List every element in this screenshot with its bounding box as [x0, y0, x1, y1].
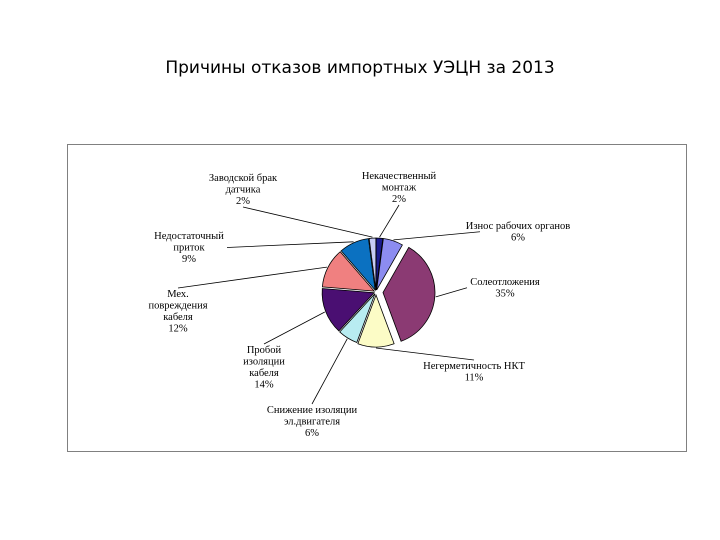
- slice-label: Негерметичность НКТ 11%: [423, 361, 525, 384]
- chart-area: Некачественный монтаж 2% Износ рабочих орга…: [67, 144, 687, 452]
- leader-line: [177, 266, 328, 289]
- slice-labels: Некачественный монтаж 2% Износ рабочих орга…: [148, 171, 570, 439]
- chart-title: Причины отказов импортных УЭЦН за 2013: [165, 58, 555, 78]
- slice-label: Мех. повреждения кабеля 12%: [148, 289, 207, 335]
- pie-chart: Некачественный монтаж 2% Износ рабочих орга…: [148, 171, 570, 439]
- slice-label: Пробой изоляции кабеля 14%: [243, 345, 285, 391]
- leader-line: [393, 231, 481, 241]
- slice-label: Некачественный монтаж 2%: [362, 171, 437, 205]
- slice-label: Солеотложения 35%: [470, 277, 540, 300]
- leader-line: [435, 287, 468, 298]
- pie-slice: [321, 251, 376, 292]
- leader-line: [375, 347, 475, 361]
- pie-slice: [376, 238, 403, 291]
- pie-slice: [368, 237, 377, 291]
- pie-slice: [340, 238, 376, 292]
- leader-line: [242, 206, 373, 238]
- leader-line: [379, 204, 400, 238]
- pie-slice: [357, 293, 395, 348]
- pie-slice: [382, 246, 436, 342]
- slice-label: Недостаточный приток 9%: [154, 231, 224, 265]
- slice-label: Износ рабочих органов 6%: [466, 221, 570, 244]
- pie-slice: [321, 288, 375, 332]
- leader-line: [311, 338, 348, 405]
- slice-label: Снижение изоляции эл.двигателя 6%: [267, 405, 358, 439]
- pie-slice: [339, 293, 376, 343]
- pie-slices: [321, 237, 436, 348]
- leader-line: [226, 241, 354, 248]
- slice-label: Заводской брак датчика 2%: [209, 173, 278, 207]
- leader-line: [263, 311, 325, 345]
- leader-lines: [177, 204, 481, 405]
